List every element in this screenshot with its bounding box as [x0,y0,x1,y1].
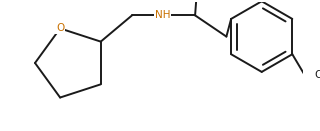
Text: O: O [56,23,64,33]
Text: Cl: Cl [314,70,320,80]
Text: NH: NH [155,10,170,20]
